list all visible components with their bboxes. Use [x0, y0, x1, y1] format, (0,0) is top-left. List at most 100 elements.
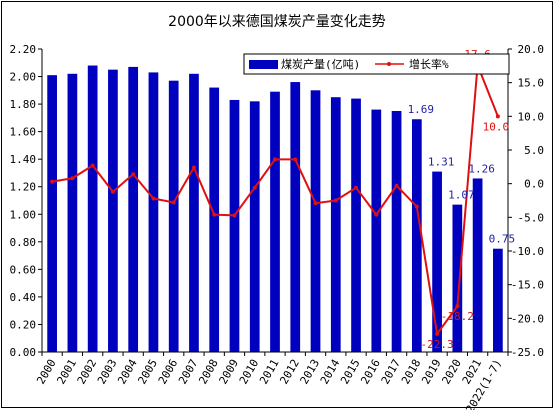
bar — [209, 87, 220, 353]
right-tick-label: 15.0 — [518, 77, 545, 90]
bar-value-label: 1.69 — [408, 103, 435, 116]
x-tick-label: 2013 — [298, 357, 323, 386]
bar — [330, 97, 341, 352]
left-tick-label: 0.00 — [10, 346, 37, 359]
x-tick-label: 2007 — [176, 357, 201, 386]
bar-series — [47, 65, 503, 353]
bar — [411, 119, 422, 352]
growth-point — [171, 200, 176, 205]
bar — [493, 248, 503, 352]
x-tick-label: 2003 — [95, 357, 120, 386]
bar-value-label: 0.75 — [489, 233, 516, 246]
legend-bar-label: 煤炭产量(亿吨) — [281, 57, 360, 71]
growth-value-label: -18.2 — [441, 310, 474, 323]
bar — [472, 178, 483, 352]
left-tick-label: 0.40 — [10, 291, 37, 304]
growth-point — [70, 176, 75, 181]
bar — [148, 72, 159, 352]
growth-point — [293, 157, 298, 162]
bar — [67, 73, 78, 353]
x-tick-label: 2014 — [318, 357, 343, 387]
legend-line-marker — [387, 62, 391, 66]
left-tick-label: 1.80 — [10, 98, 37, 111]
growth-point — [273, 157, 277, 162]
x-tick-label: 2004 — [115, 357, 140, 387]
x-tick-label: 2019 — [419, 357, 444, 386]
x-tick-label: 2015 — [338, 357, 363, 386]
x-tick-label: 2011 — [257, 357, 282, 386]
left-tick-label: 0.60 — [10, 263, 37, 276]
growth-point — [151, 196, 156, 201]
right-tick-label: -15.0 — [511, 279, 544, 292]
right-tick-label: 0.0 — [524, 178, 544, 191]
x-tick-label: 2012 — [277, 357, 302, 386]
legend: 煤炭产量(亿吨) 增长率% — [243, 53, 510, 75]
growth-point — [131, 172, 136, 177]
left-tick-label: 0.80 — [10, 236, 37, 249]
data-labels: 1.691.311.071.260.75-22.3-18.217.610.0 — [408, 48, 516, 351]
x-tick-label: 2010 — [237, 357, 262, 386]
growth-point — [90, 163, 95, 168]
growth-point — [110, 189, 115, 194]
x-tick-label: 2008 — [196, 357, 221, 386]
right-tick-label: -25.0 — [511, 346, 544, 359]
bar-value-label: 1.31 — [428, 156, 455, 169]
bar — [168, 80, 179, 352]
bar — [432, 171, 442, 352]
right-tick-label: 5.0 — [524, 144, 544, 157]
bar — [189, 73, 199, 353]
left-tick-label: 1.40 — [10, 153, 37, 166]
growth-line-series — [50, 63, 500, 337]
right-axis: -25.0 -20.0 -15.0 -10.0 -5.0 0.0 5.0 10.0 15.0 20… — [507, 43, 545, 359]
bar — [108, 69, 118, 352]
growth-point — [252, 185, 257, 190]
growth-point — [394, 183, 399, 188]
left-axis: 0.00 0.20 0.40 0.60 0.80 1.00 1.20 1.40 1.60 1.80… — [10, 43, 43, 359]
x-tick-label: 2018 — [399, 357, 424, 386]
x-tick-label: 2009 — [217, 357, 242, 386]
chart-title: 2000年以来德国煤炭产量变化走势 — [168, 14, 386, 30]
bar — [452, 204, 463, 352]
bar-value-label: 1.07 — [448, 189, 475, 202]
x-tick-label: 2001 — [54, 357, 79, 386]
growth-point — [50, 179, 55, 184]
x-tick-label: 2006 — [156, 357, 181, 386]
bar — [128, 66, 139, 353]
bar-value-label: 1.26 — [468, 162, 495, 175]
left-tick-label: 0.20 — [10, 318, 37, 331]
bar — [87, 65, 98, 352]
x-tick-label: 2016 — [358, 357, 383, 386]
bar — [371, 109, 382, 352]
bar — [249, 101, 260, 352]
x-tick-label: 2000 — [34, 357, 59, 386]
bar — [391, 110, 402, 353]
growth-point — [212, 212, 217, 217]
right-tick-label: 20.0 — [518, 43, 545, 56]
x-axis: 2000200120022003200420052006200720082009… — [34, 351, 509, 410]
growth-value-label: -22.3 — [421, 338, 454, 351]
x-tick-label: 2002 — [75, 357, 100, 386]
x-tick-label: 2005 — [136, 357, 161, 386]
right-tick-label: -5.0 — [518, 211, 545, 224]
bar — [290, 82, 301, 353]
left-tick-label: 2.20 — [10, 43, 37, 56]
left-tick-label: 2.00 — [10, 71, 37, 84]
left-tick-label: 1.00 — [10, 208, 37, 221]
growth-value-label: 10.0 — [483, 120, 510, 133]
x-tick-label: 2020 — [439, 357, 464, 386]
growth-point — [232, 213, 237, 218]
left-tick-label: 1.60 — [10, 126, 37, 139]
growth-point — [455, 304, 460, 309]
bar — [47, 75, 57, 352]
growth-point — [435, 331, 440, 336]
x-tick-label: 2017 — [379, 357, 404, 386]
legend-line-label: 增长率% — [409, 57, 449, 71]
bar — [351, 98, 361, 352]
right-tick-label: 10.0 — [518, 110, 545, 123]
right-tick-label: -10.0 — [511, 245, 544, 258]
growth-point — [313, 201, 318, 206]
growth-point — [374, 212, 379, 217]
growth-point — [191, 165, 196, 170]
legend-bar-swatch — [249, 60, 278, 69]
